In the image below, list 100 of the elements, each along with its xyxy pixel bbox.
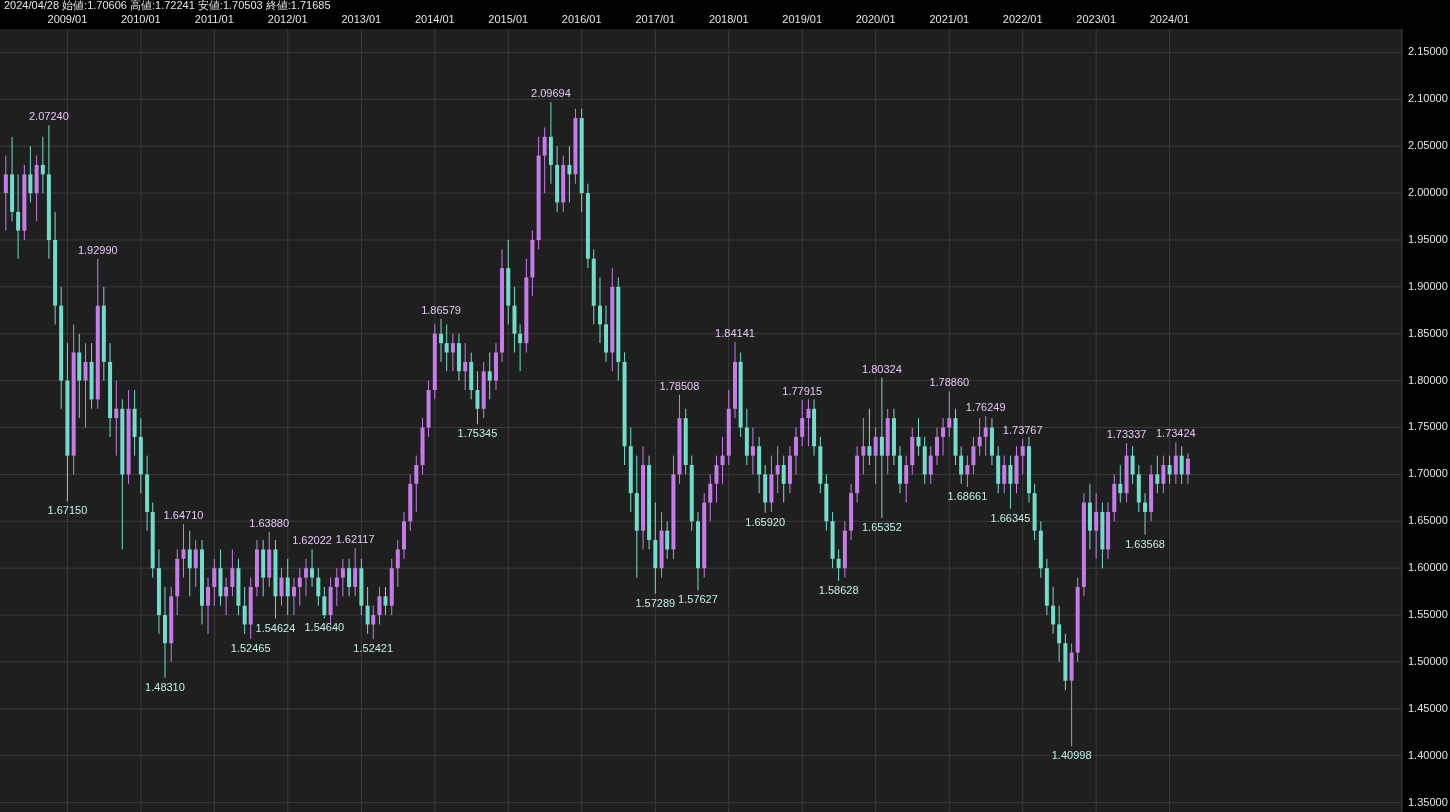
candlestick [598,277,602,344]
annotation: 1.58628 [818,584,859,597]
y-tick-label: 1.65000 [1408,514,1448,527]
candlestick [212,558,217,607]
y-tick-label: 2.05000 [1408,139,1448,152]
annotation: 1.84141 [715,326,755,339]
candlestick [322,586,327,619]
candlestick [291,577,296,616]
candlestick [1020,438,1025,475]
annotation: 1.80324 [862,362,902,375]
candlestick [1118,464,1123,504]
candlestick [1002,455,1007,494]
annotation: 1.68661 [947,489,988,502]
candlestick [193,539,198,588]
candlestick [439,318,444,363]
annotation: 1.78860 [929,376,970,389]
candlestick [904,455,909,504]
y-tick-label: 1.70000 [1408,467,1448,480]
x-tick-label: 2015/01 [488,13,529,25]
x-tick-label: 2014/01 [414,13,455,25]
annotation: 2.09694 [531,87,571,100]
candlestick [1173,441,1178,485]
candlestick [836,548,841,582]
candlestick [383,586,388,616]
candlestick [1185,452,1190,485]
annotation: 1.73424 [1155,427,1196,440]
candlestick [806,398,811,447]
y-tick-label: 1.55000 [1408,607,1448,620]
candlestick [720,436,725,485]
annotation: 1.57627 [678,593,718,606]
candlestick [947,390,952,438]
annotation: 1.63568 [1125,537,1165,550]
candlestick [935,427,940,466]
candlestick [365,586,370,635]
annotation: 1.65352 [862,521,902,533]
x-tick-label: 2024/01 [1149,13,1190,25]
candlestick [983,415,988,457]
candlestick [487,352,492,400]
candlestick [310,548,315,588]
candlestick [567,145,572,203]
candlestick [708,473,713,522]
candlestick [793,427,798,475]
x-tick-label: 2012/01 [267,13,308,25]
candlestick [1155,455,1160,494]
candlestick [340,558,345,597]
candlestick [867,408,872,466]
candlestick [371,605,376,640]
candlestick [230,548,235,597]
annotation: 1.62117 [335,533,375,546]
candlestick [1051,586,1056,635]
chart-title: 2024/04/28 始値:1.70606 高値:1.72241 安値:1.70503 終値:1.71685 [4,0,331,11]
candlestick [781,455,786,504]
y-tick-label: 1.80000 [1408,373,1448,386]
annotation: 1.54624 [255,621,296,634]
candlestick [347,558,352,597]
x-tick-label: 2021/01 [929,13,970,25]
candlestick [444,323,449,372]
candlestick [1057,605,1062,663]
candlestick [665,520,670,560]
annotation: 1.78508 [659,379,700,392]
y-tick-label: 2.10000 [1408,92,1448,105]
annotation: 1.62022 [292,534,332,547]
candlestick [114,380,119,457]
annotation: 1.67150 [47,504,88,517]
annotation: 1.73767 [1002,424,1043,437]
y-tick-label: 1.50000 [1408,654,1448,667]
y-tick-label: 2.00000 [1408,186,1448,199]
candlestick [1179,445,1184,485]
candlestick [1143,492,1148,536]
annotation: 1.64710 [163,509,204,522]
x-tick-label: 2020/01 [855,13,896,25]
candlestick [941,417,946,457]
candlestick [206,577,211,635]
candlestick [334,567,339,607]
annotation: 1.63880 [249,516,290,529]
candlestick [279,567,284,607]
y-tick-label: 1.45000 [1408,701,1448,714]
x-tick-label: 2013/01 [341,13,382,25]
annotation: 1.52421 [353,642,394,655]
candlestick [959,445,964,485]
x-tick-label: 2022/01 [1002,13,1043,25]
candlestick [395,539,400,588]
candlestick [879,377,884,519]
candlestick [775,445,780,494]
candlestick [714,455,719,504]
candlestick [28,145,33,203]
candlestick [1094,492,1099,560]
candlestick [450,333,455,372]
candlestick [1161,455,1166,494]
candlestick [1008,455,1013,510]
annotation: 1.40998 [1051,749,1092,762]
candlestick [928,445,933,485]
candlestick [977,417,982,457]
annotation: 1.76249 [965,400,1006,413]
x-tick-label: 2009/01 [47,13,88,25]
candlestick [1130,445,1135,485]
x-tick-label: 2017/01 [635,13,676,25]
y-tick-label: 1.35000 [1408,795,1448,808]
candlestick [377,586,382,625]
candlestick [181,523,186,579]
